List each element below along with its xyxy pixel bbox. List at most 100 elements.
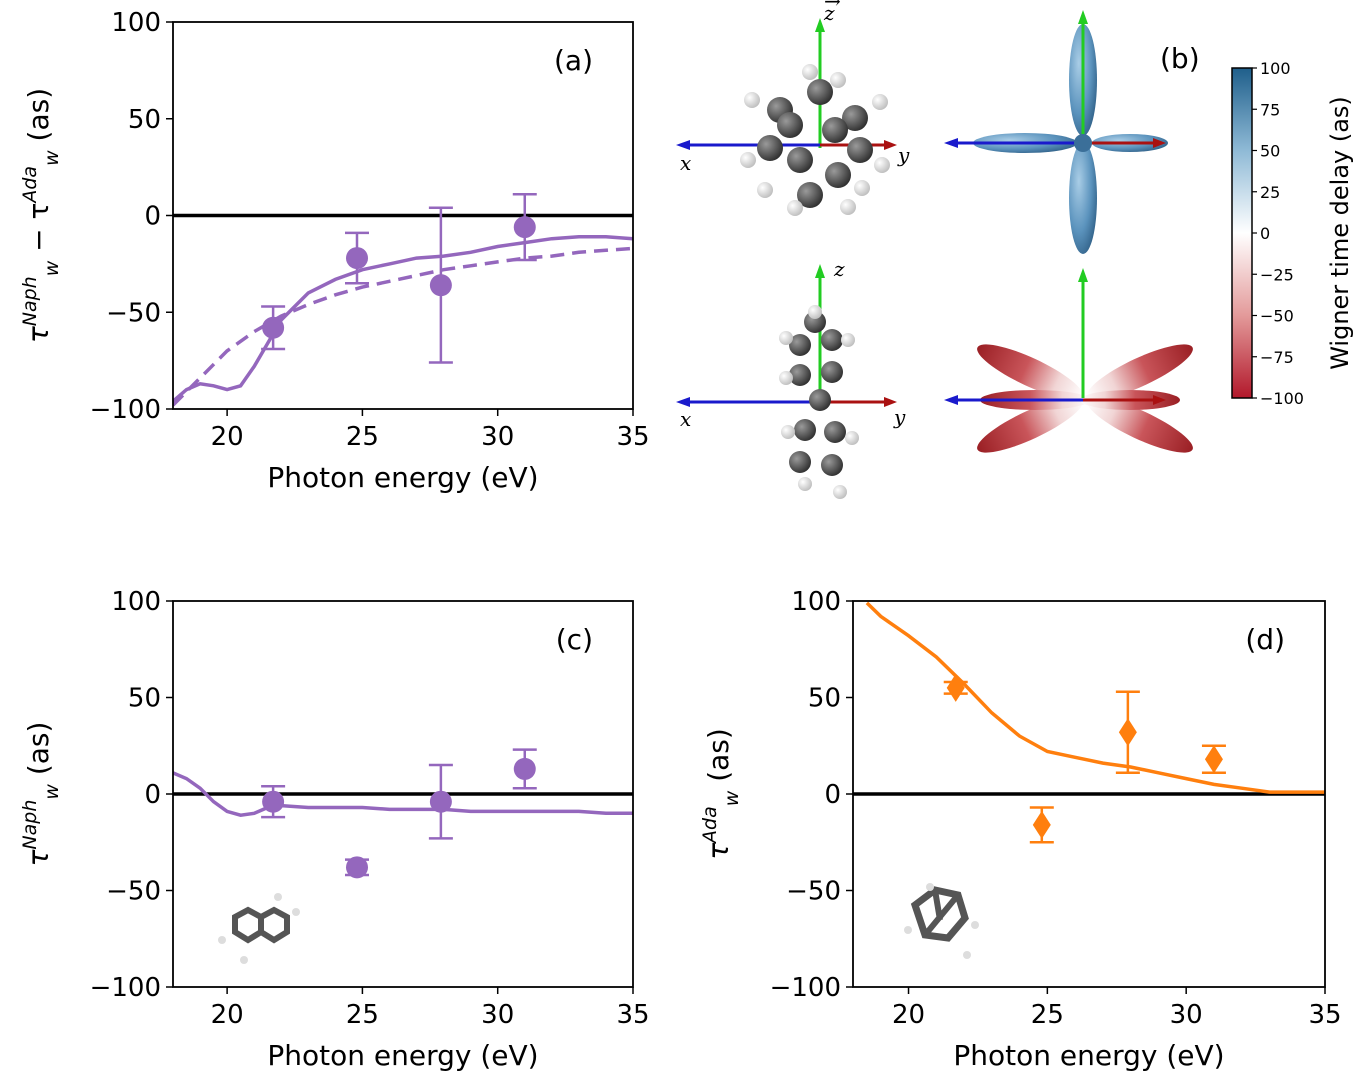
data-point <box>262 790 285 813</box>
arrow-z-top: → <box>824 0 841 13</box>
y-label-tau: τ <box>702 843 735 860</box>
axis-x-label-top: x <box>680 151 691 175</box>
data-point <box>946 673 965 702</box>
axis-y-label-top: y <box>897 143 910 167</box>
x-tick-label: 25 <box>346 1000 379 1030</box>
y-label-sub: w <box>41 784 63 800</box>
y-tick-label: −50 <box>106 877 161 907</box>
panel-c: 20 25 30 35 −100 −50 0 50 100 Photon energy (eV) τ… <box>19 587 650 1072</box>
data-point <box>1118 718 1137 747</box>
naphthalene-atoms <box>779 305 859 499</box>
x-tick-label: 20 <box>211 1000 244 1030</box>
colorbar-tick-label: −50 <box>1260 307 1294 326</box>
y-tick-label: −100 <box>90 973 161 1003</box>
axis-z-label-bottom: z <box>833 257 845 281</box>
y-tick-label: 100 <box>791 587 841 617</box>
x-tick-label: 20 <box>892 1000 925 1030</box>
y-label-unit: (as) <box>702 728 735 791</box>
adamantane-atoms <box>740 64 890 216</box>
adamantane-molecule-diagram <box>676 18 897 216</box>
y-tick-label: 0 <box>824 780 841 810</box>
y-axis-title: τAdaw (as) <box>699 728 743 860</box>
colorbar-ticks: 100 75 50 25 0 −25 −50 −75 −100 <box>1252 59 1304 408</box>
data-point <box>346 247 368 270</box>
y-label-sub: w <box>41 260 63 276</box>
data-point <box>429 790 452 813</box>
data-point <box>513 757 536 780</box>
y-label-tau: τ <box>22 849 55 866</box>
x-tick-label: 20 <box>211 422 244 452</box>
data-point <box>262 316 285 339</box>
y-tick-label: 100 <box>111 587 161 617</box>
colorbar-tick-label: 75 <box>1260 100 1280 119</box>
y-tick-label: 0 <box>144 202 161 232</box>
colorbar-title: Wigner time delay (as) <box>1326 96 1354 370</box>
panel-d: 20 25 30 35 −100 −50 0 50 100 Photon energy (eV) τ… <box>699 587 1342 1072</box>
naphthalene-molecule-diagram <box>676 264 897 499</box>
y-label-sup: Naph <box>19 276 41 326</box>
y-label-unit: (as) <box>22 88 55 151</box>
x-tick-label: 35 <box>616 1000 649 1030</box>
y-label-tau: τ <box>22 326 55 343</box>
series-line-solid <box>173 235 633 403</box>
panel-b-illustration: z → x y z x y (b) <box>676 0 1200 499</box>
colorbar-tick-label: 50 <box>1260 142 1280 161</box>
data-point <box>1032 810 1051 839</box>
x-axis-title: Photon energy (eV) <box>953 1039 1224 1072</box>
y-label-sub: w <box>721 790 743 806</box>
y-label-sup: Ada <box>19 166 41 205</box>
series-line-solid <box>865 601 1325 794</box>
colorbar-tick-label: 100 <box>1260 59 1291 78</box>
y-label-sub: w <box>41 150 63 166</box>
y-label-sup: Naph <box>19 800 41 850</box>
x-tick-label: 35 <box>1308 1000 1341 1030</box>
naphthalene-wigner-lobes <box>944 268 1193 453</box>
axis-z-label-top: z <box>823 1 835 25</box>
y-tick-label: 0 <box>144 780 161 810</box>
y-label-unit: (as) <box>22 722 55 785</box>
colorbar-tick-label: −25 <box>1260 265 1294 284</box>
axis-x-label-bottom: x <box>680 407 691 431</box>
y-tick-label: 100 <box>111 8 161 38</box>
y-tick-label: −100 <box>90 395 161 425</box>
colorbar-tick-label: 25 <box>1260 183 1280 202</box>
y-tick-label: −50 <box>786 877 841 907</box>
panel-label-b: (b) <box>1160 42 1200 75</box>
x-tick-label: 25 <box>1031 1000 1064 1030</box>
y-tick-label: −100 <box>770 973 841 1003</box>
x-tick-label: 25 <box>346 422 379 452</box>
y-label-minus-tau: − τ <box>22 203 55 261</box>
x-tick-label: 35 <box>616 422 649 452</box>
x-axis-title: Photon energy (eV) <box>267 461 538 494</box>
panel-label: (d) <box>1245 623 1285 656</box>
data-point <box>429 274 452 297</box>
x-tick-label: 30 <box>1170 1000 1203 1030</box>
colorbar-gradient <box>1231 67 1253 399</box>
panel-a: 20 25 30 35 −100 −50 0 50 100 Photon energy (eV) τ… <box>19 8 650 494</box>
colorbar-tick-label: −100 <box>1260 389 1304 408</box>
colorbar: 100 75 50 25 0 −25 −50 −75 −100 Wigner time dela… <box>1231 59 1354 408</box>
data-point <box>1204 745 1223 774</box>
x-tick-label: 30 <box>481 422 514 452</box>
x-tick-label: 30 <box>481 1000 514 1030</box>
y-tick-label: 50 <box>128 684 161 714</box>
panel-label: (a) <box>554 44 593 77</box>
panel-label: (c) <box>556 623 593 656</box>
y-axis-title: τNaphw − τAdaw (as) <box>19 88 63 343</box>
y-tick-label: −50 <box>106 298 161 328</box>
colorbar-tick-label: 0 <box>1260 224 1270 243</box>
series-line-solid <box>173 771 633 817</box>
data-point <box>513 216 536 239</box>
x-axis-title: Photon energy (eV) <box>267 1039 538 1072</box>
naphthalene-inset-icon <box>218 893 300 964</box>
y-tick-label: 50 <box>808 684 841 714</box>
adamantane-inset-icon <box>904 883 979 959</box>
axis-y-label-bottom: y <box>893 405 906 429</box>
y-label-sup: Ada <box>699 806 721 845</box>
colorbar-tick-label: −75 <box>1260 348 1294 367</box>
data-point <box>346 856 368 879</box>
axis-letter-labels: z → x y z x y <box>680 0 910 431</box>
y-axis-title: τNaphw (as) <box>19 722 63 867</box>
series-line-dashed <box>173 246 633 407</box>
